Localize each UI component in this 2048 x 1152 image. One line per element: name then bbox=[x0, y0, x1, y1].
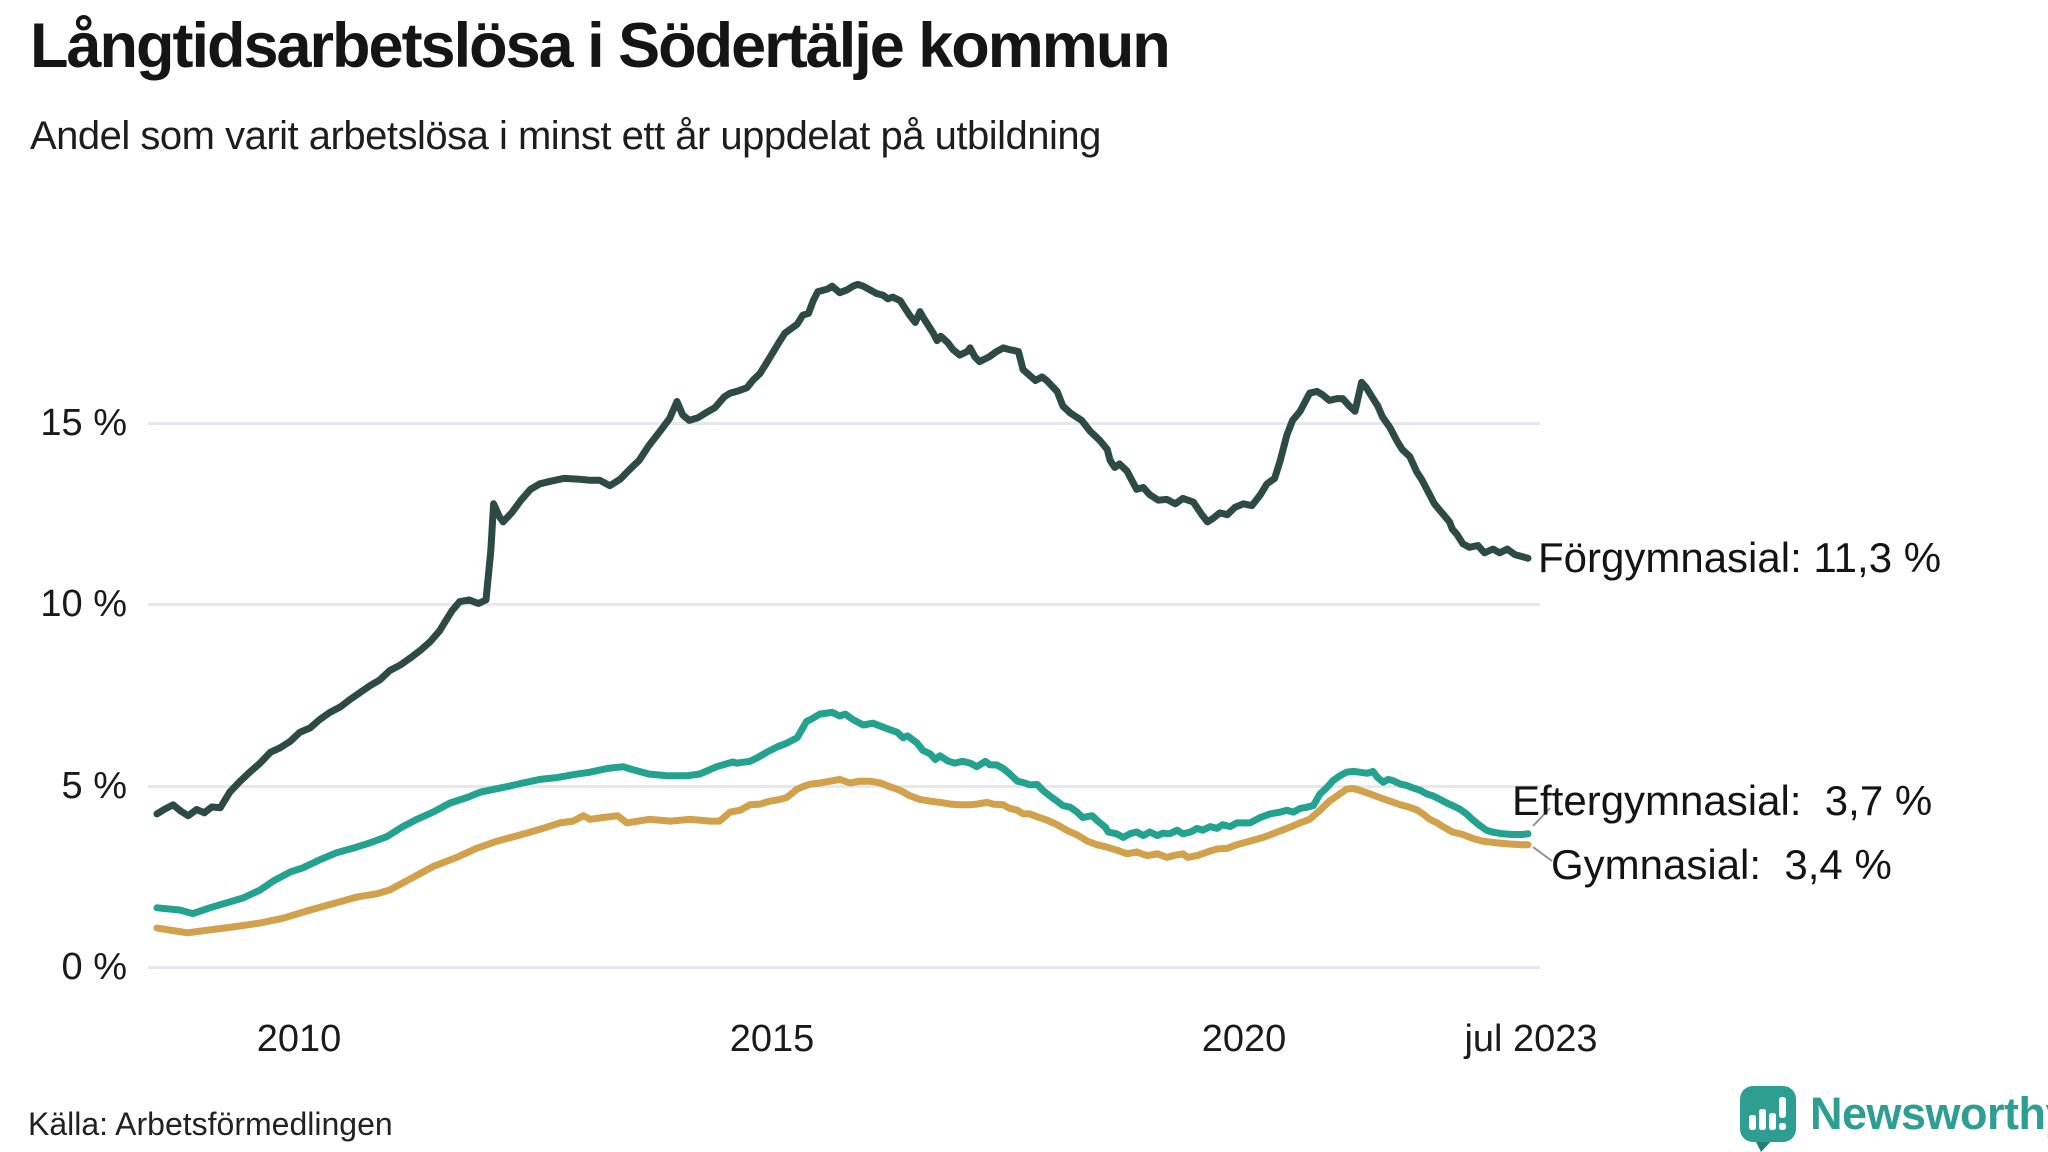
label-leader-eftergymnasial bbox=[1532, 807, 1551, 827]
series-line-eftergymnasial bbox=[153, 708, 1532, 918]
newsworthy-wordmark: Newsworthy bbox=[1810, 1088, 2048, 1139]
page-title: Långtidsarbetslösa i Södertälje kommun bbox=[30, 11, 1171, 81]
y-tick-5: 5 % bbox=[61, 765, 127, 807]
series-label-forgymnasial: Förgymnasial: 11,3 % bbox=[1538, 534, 1942, 581]
series-label-gymnasial: Gymnasial: 3,4 % bbox=[1551, 841, 1892, 888]
y-tick-15: 15 % bbox=[40, 402, 127, 444]
series-label-eftergymnasial: Eftergymnasial: 3,7 % bbox=[1512, 777, 1933, 824]
x-tick-jul-2023: jul 2023 bbox=[1464, 1018, 1598, 1060]
label-leader-gymnasial bbox=[1532, 846, 1553, 862]
chart-subtitle: Andel som varit arbetslösa i minst ett å… bbox=[30, 114, 1101, 158]
x-tick-2020: 2020 bbox=[1201, 1018, 1287, 1060]
series-line-forgymnasial bbox=[153, 280, 1532, 820]
gridline-15pct bbox=[148, 422, 1540, 425]
gridline-0pct bbox=[148, 966, 1540, 969]
newsworthy-logo-icon bbox=[1740, 1086, 1796, 1152]
x-tick-2015: 2015 bbox=[729, 1018, 815, 1060]
y-tick-10: 10 % bbox=[40, 583, 127, 625]
gridline-5pct bbox=[148, 785, 1540, 788]
source-note: Källa: Arbetsförmedlingen bbox=[28, 1106, 393, 1142]
newsworthy-logo: Newsworthy bbox=[1738, 1084, 2048, 1152]
gridline-10pct bbox=[148, 603, 1540, 606]
series-line-gymnasial bbox=[153, 775, 1532, 937]
y-tick-0: 0 % bbox=[61, 946, 127, 988]
x-tick-2010: 2010 bbox=[256, 1018, 342, 1060]
